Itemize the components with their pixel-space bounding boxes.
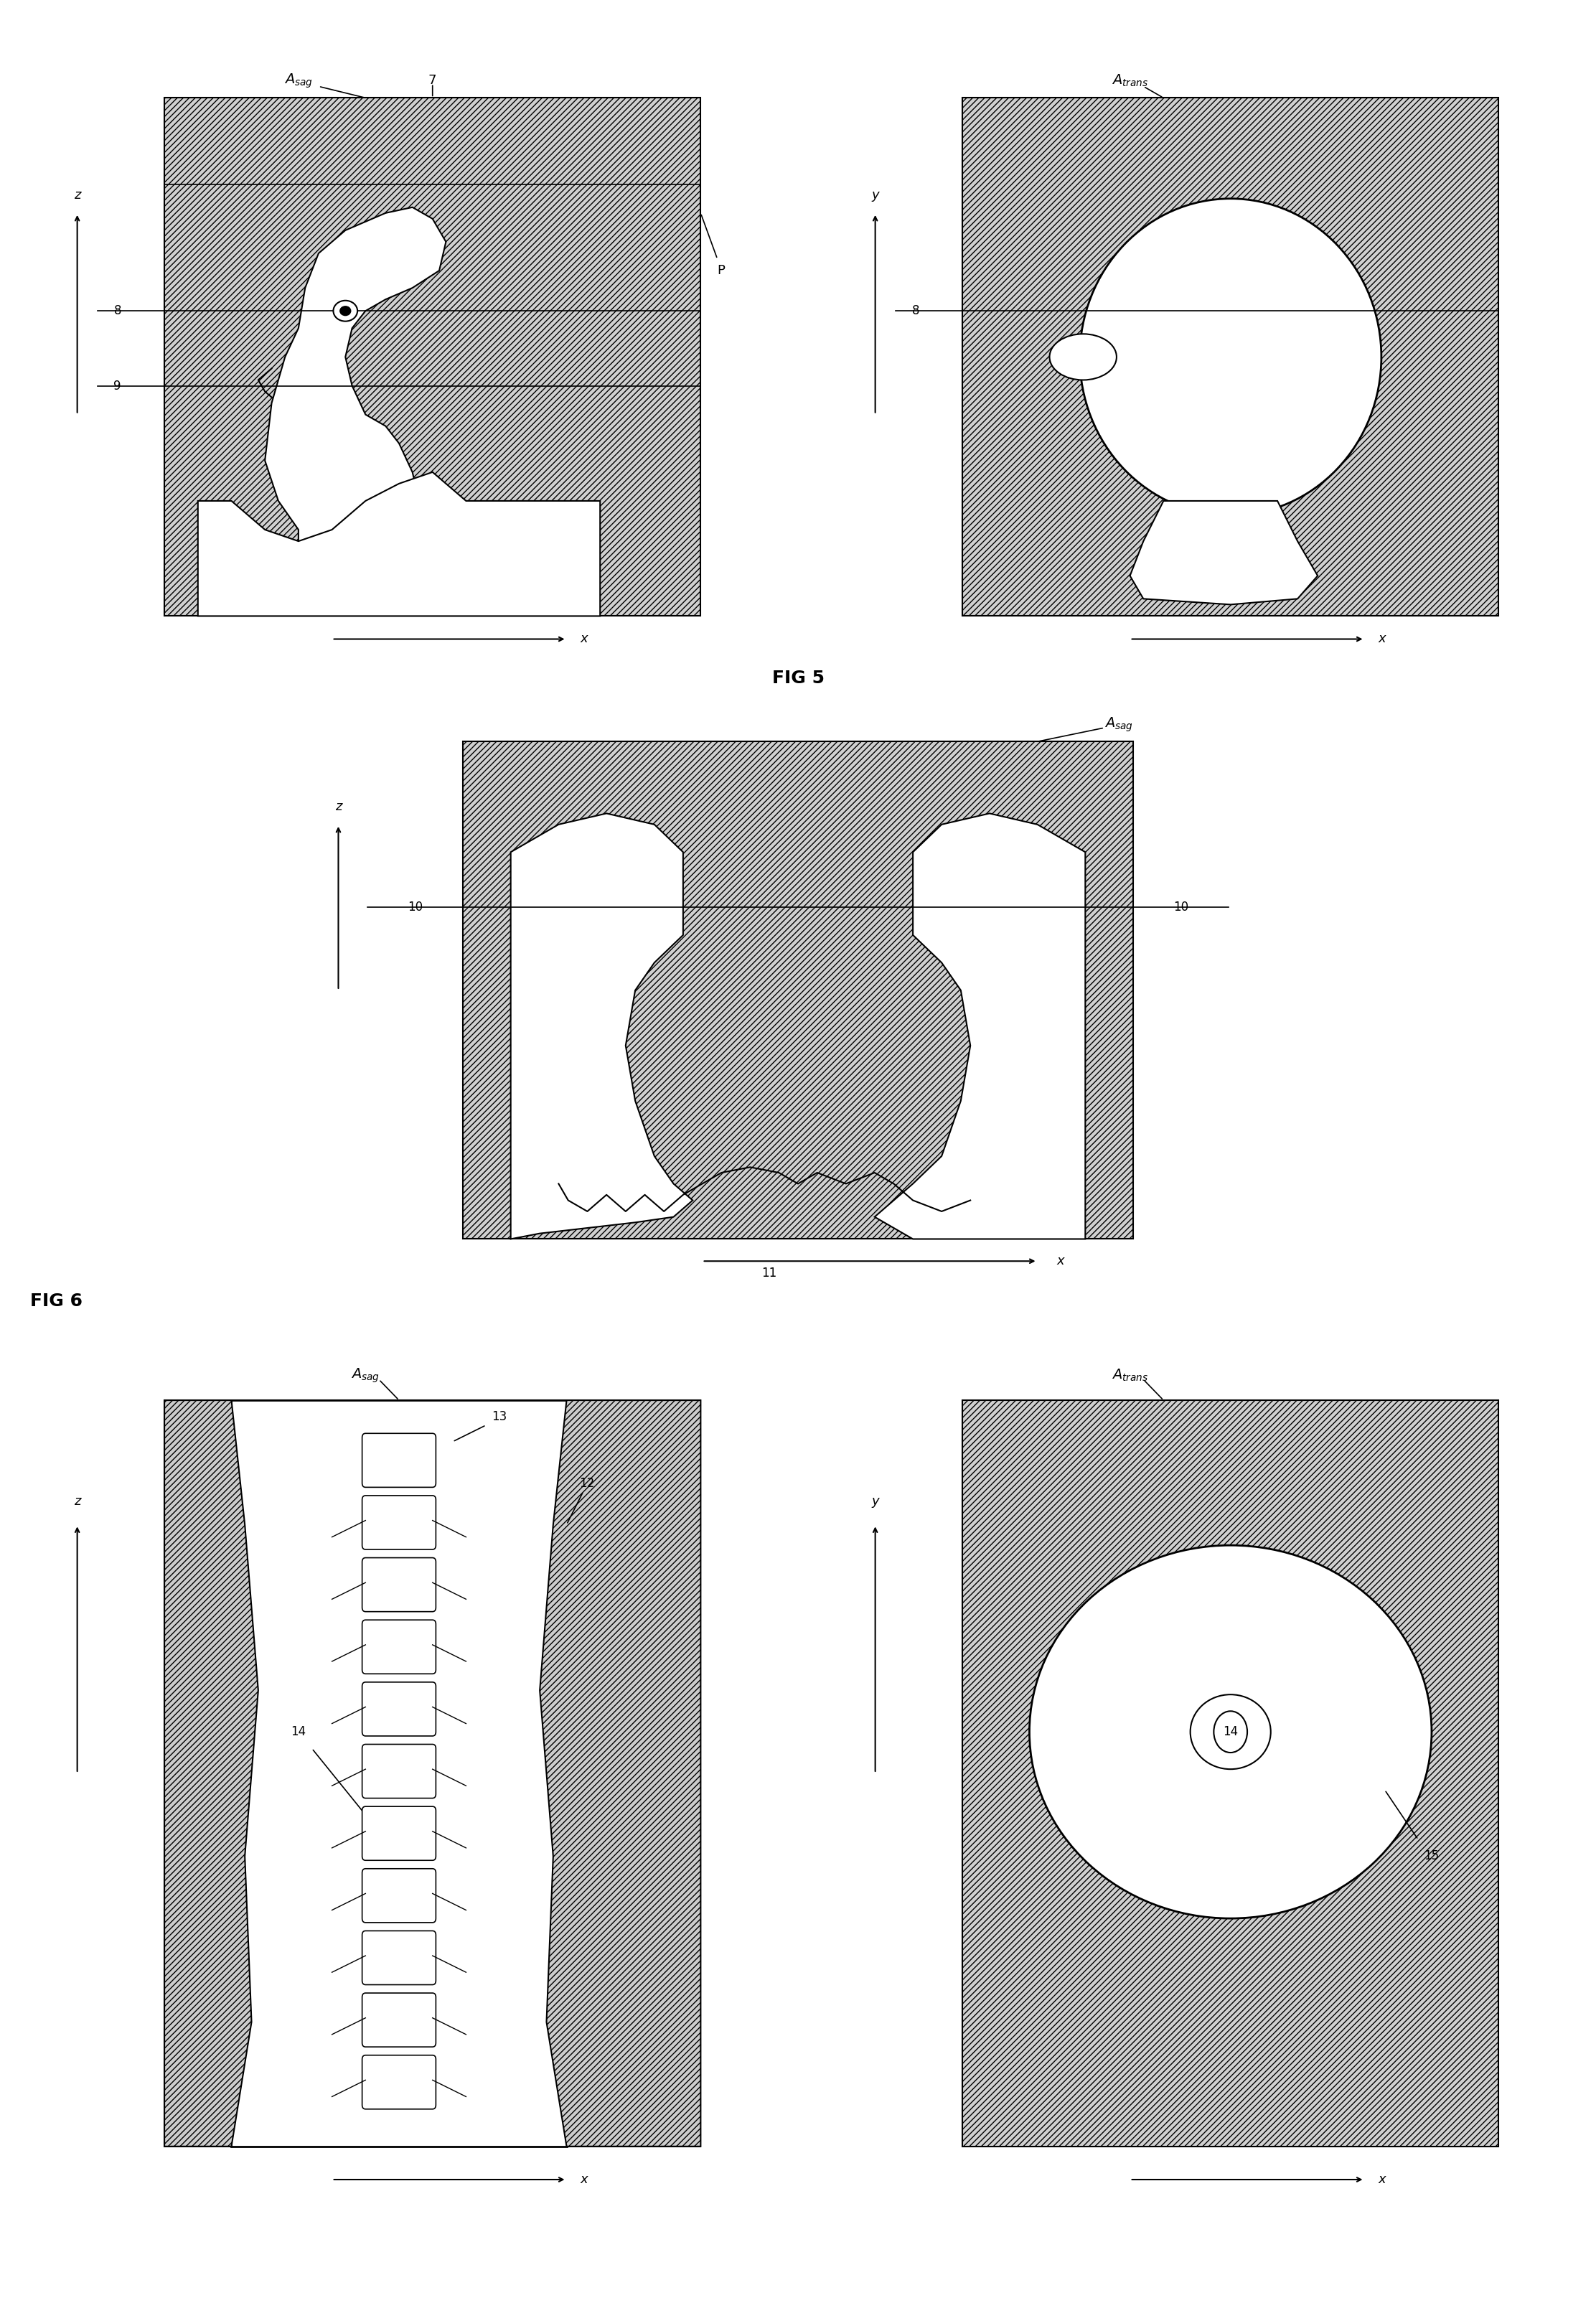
Text: z: z <box>335 801 342 813</box>
Ellipse shape <box>1080 198 1382 516</box>
Text: $A_{trans}$: $A_{trans}$ <box>1111 74 1149 88</box>
Circle shape <box>340 306 351 316</box>
Text: 8: 8 <box>911 304 919 318</box>
Text: x: x <box>1377 633 1385 645</box>
Text: FIG 5: FIG 5 <box>772 670 824 686</box>
Text: FIG 6: FIG 6 <box>30 1292 83 1310</box>
FancyBboxPatch shape <box>362 1992 436 2047</box>
Text: x: x <box>1377 2174 1385 2186</box>
Bar <box>164 1400 701 2146</box>
Text: $A_{sag}$: $A_{sag}$ <box>351 1366 380 1384</box>
Text: $A_{sag}$: $A_{sag}$ <box>1104 716 1133 735</box>
Text: $A_{trans}$: $A_{trans}$ <box>1111 1368 1149 1384</box>
Ellipse shape <box>1191 1695 1270 1769</box>
Bar <box>962 97 1499 617</box>
Bar <box>962 1400 1499 2146</box>
Polygon shape <box>265 207 445 587</box>
Text: 14: 14 <box>290 1725 306 1739</box>
Text: y: y <box>871 1495 879 1508</box>
Polygon shape <box>511 813 693 1239</box>
Polygon shape <box>164 1400 259 2146</box>
Text: 10: 10 <box>407 900 423 914</box>
Circle shape <box>1215 1711 1248 1753</box>
Text: z: z <box>73 189 81 203</box>
FancyBboxPatch shape <box>362 1557 436 1612</box>
FancyBboxPatch shape <box>362 2054 436 2110</box>
Polygon shape <box>875 813 1085 1239</box>
FancyBboxPatch shape <box>362 1868 436 1923</box>
Polygon shape <box>1130 502 1318 606</box>
FancyBboxPatch shape <box>362 1930 436 1985</box>
Bar <box>463 742 1133 1239</box>
Ellipse shape <box>1050 334 1117 380</box>
Polygon shape <box>231 1400 567 2146</box>
FancyBboxPatch shape <box>362 1743 436 1799</box>
Polygon shape <box>539 1400 701 2146</box>
Bar <box>164 97 701 617</box>
Text: 12: 12 <box>579 1476 594 1490</box>
Polygon shape <box>198 472 600 617</box>
Text: 10: 10 <box>1173 900 1189 914</box>
FancyBboxPatch shape <box>362 1619 436 1674</box>
Text: 15: 15 <box>1424 1849 1440 1863</box>
Text: 14: 14 <box>1223 1725 1238 1739</box>
Text: x: x <box>1057 1255 1065 1267</box>
Text: 11: 11 <box>761 1267 777 1280</box>
Text: P: P <box>717 265 725 276</box>
Text: 8: 8 <box>113 304 121 318</box>
Text: y: y <box>871 189 879 203</box>
Text: 7: 7 <box>428 74 437 88</box>
Text: 9: 9 <box>113 380 121 392</box>
FancyBboxPatch shape <box>362 1681 436 1736</box>
Text: x: x <box>579 633 587 645</box>
FancyBboxPatch shape <box>362 1432 436 1488</box>
FancyBboxPatch shape <box>362 1495 436 1550</box>
Text: x: x <box>579 2174 587 2186</box>
FancyBboxPatch shape <box>362 1806 436 1861</box>
Text: $A_{sag}$: $A_{sag}$ <box>284 71 313 90</box>
Ellipse shape <box>1029 1545 1432 1918</box>
Text: 13: 13 <box>492 1409 508 1423</box>
Text: z: z <box>73 1495 81 1508</box>
Circle shape <box>334 302 358 322</box>
